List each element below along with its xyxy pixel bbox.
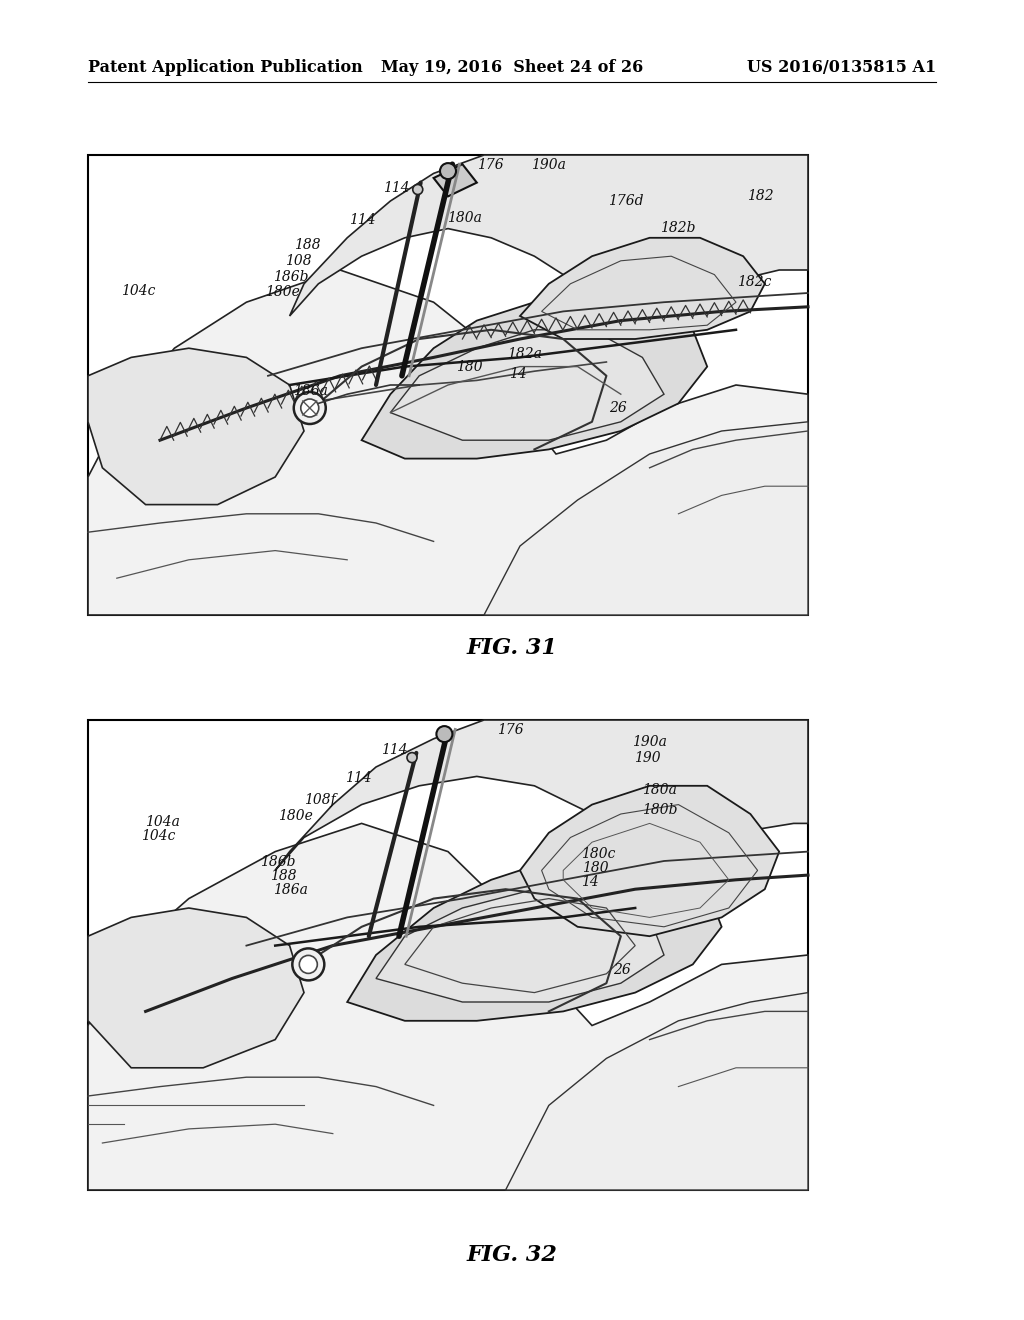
Bar	[88, 154, 808, 615]
Text: 186b: 186b	[260, 855, 296, 869]
Text: 114: 114	[381, 743, 408, 756]
Circle shape	[436, 726, 453, 742]
Text: 180a: 180a	[446, 211, 481, 224]
Text: 180c: 180c	[581, 847, 615, 861]
Text: 190a: 190a	[530, 158, 565, 172]
Polygon shape	[520, 785, 779, 936]
Text: FIG. 31: FIG. 31	[467, 638, 557, 659]
Circle shape	[413, 185, 423, 194]
Polygon shape	[88, 824, 808, 1191]
Text: 104a: 104a	[144, 814, 179, 829]
Text: May 19, 2016  Sheet 24 of 26: May 19, 2016 Sheet 24 of 26	[381, 59, 643, 77]
Text: 26: 26	[613, 964, 631, 977]
Text: 182b: 182b	[660, 220, 695, 235]
Polygon shape	[275, 719, 808, 870]
Polygon shape	[390, 330, 664, 440]
Text: 180e: 180e	[264, 285, 299, 300]
Text: 188: 188	[294, 238, 321, 252]
Text: 114: 114	[349, 213, 376, 227]
Text: 186a: 186a	[293, 384, 328, 399]
Text: 186a: 186a	[272, 883, 307, 898]
Polygon shape	[88, 271, 808, 615]
Polygon shape	[520, 238, 765, 339]
Circle shape	[294, 392, 326, 424]
Polygon shape	[88, 908, 304, 1068]
Text: 180b: 180b	[642, 803, 678, 817]
Text: 14: 14	[509, 367, 527, 381]
Text: 176d: 176d	[608, 194, 644, 209]
Polygon shape	[376, 890, 664, 1002]
Circle shape	[292, 948, 325, 981]
Circle shape	[440, 164, 456, 180]
Text: 176: 176	[497, 723, 523, 737]
Bar	[88, 719, 808, 1191]
Polygon shape	[484, 422, 808, 615]
Text: 114: 114	[345, 771, 372, 785]
Circle shape	[407, 752, 417, 763]
Text: 108f: 108f	[304, 793, 336, 807]
Text: 190: 190	[634, 751, 660, 766]
Text: 104c: 104c	[141, 829, 175, 843]
Text: 182c: 182c	[737, 275, 771, 289]
Text: 190a: 190a	[632, 735, 667, 748]
Text: 180e: 180e	[278, 809, 312, 822]
Polygon shape	[361, 293, 708, 458]
Text: 108: 108	[285, 253, 311, 268]
Polygon shape	[88, 348, 304, 504]
Text: FIG. 32: FIG. 32	[467, 1243, 557, 1266]
Text: 114: 114	[383, 181, 410, 195]
Polygon shape	[290, 154, 808, 315]
Circle shape	[301, 399, 318, 417]
Text: 182: 182	[746, 189, 773, 203]
Polygon shape	[506, 993, 808, 1191]
Text: 180: 180	[582, 861, 608, 875]
Text: 188: 188	[269, 869, 296, 883]
Text: 186b: 186b	[273, 271, 309, 284]
Polygon shape	[433, 164, 477, 197]
Text: 26: 26	[609, 401, 627, 414]
Text: 182a: 182a	[507, 347, 542, 360]
Text: 180: 180	[456, 360, 482, 374]
Polygon shape	[347, 851, 722, 1020]
Circle shape	[299, 956, 317, 973]
Text: 176: 176	[477, 158, 504, 172]
Text: 104c: 104c	[121, 284, 156, 298]
Text: 180a: 180a	[642, 783, 677, 797]
Text: US 2016/0135815 A1: US 2016/0135815 A1	[746, 59, 936, 77]
Text: 14: 14	[582, 875, 599, 888]
Text: Patent Application Publication: Patent Application Publication	[88, 59, 362, 77]
